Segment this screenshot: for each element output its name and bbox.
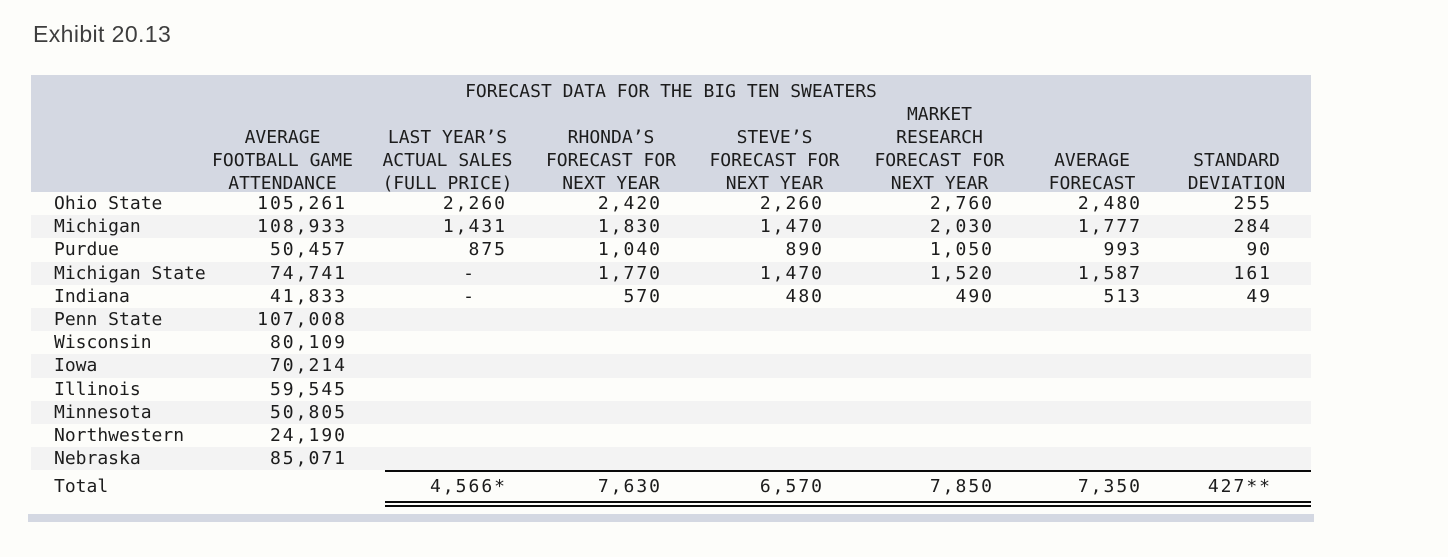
table-row: Michigan 108,933 1,431 1,830 1,470 2,030 1,777… [31, 215, 1311, 239]
value-cell: 1,830 [597, 216, 662, 238]
value-cell: 255 [1233, 193, 1272, 214]
table-body: Ohio State 105,261 2,260 2,420 2,260 2,760 2,4… [31, 192, 1311, 471]
value-cell: 105,261 [257, 193, 347, 214]
table-row: Purdue 50,457 875 1,040 890 1,050 993 90 [31, 238, 1311, 261]
value-cell: 50,805 [269, 401, 347, 423]
value-cell: 1,587 [1077, 262, 1142, 284]
table-title: FORECAST DATA FOR THE BIG TEN SWEATERS [465, 81, 877, 102]
forecast-table: FORECAST DATA FOR THE BIG TEN SWEATERS A… [31, 75, 1311, 508]
value-cell: 490 [955, 285, 994, 307]
value-cell: 513 [1103, 285, 1142, 307]
total-top-rule [385, 470, 1311, 473]
column-header-market-research-forecast: MARKET RESEARCH FORECAST FOR NEXT YEAR [874, 104, 1005, 194]
value-cell: 161 [1233, 262, 1272, 284]
team-name-cell: Northwestern [54, 424, 185, 446]
value-cell: 2,480 [1077, 193, 1142, 214]
value-cell: 59,545 [269, 378, 347, 400]
value-cell: 85,071 [269, 448, 347, 470]
table-row: Northwestern 24,190 [31, 424, 1311, 447]
column-header-attendance: AVERAGE FOOTBALL GAME ATTENDANCE [212, 127, 353, 194]
total-value-cell: 4,566* [429, 476, 507, 498]
exhibit-title: Exhibit 20.13 [33, 21, 172, 47]
table-row: Nebraska 85,071 [31, 447, 1311, 471]
team-name-cell: Iowa [54, 355, 98, 377]
value-cell: 890 [785, 239, 824, 261]
column-header-rhonda-forecast: RHONDA’S FORECAST FOR NEXT YEAR [545, 127, 677, 194]
table-row: Minnesota 50,805 [31, 400, 1311, 424]
total-label: Total [54, 476, 109, 498]
value-cell: 1,770 [597, 262, 662, 284]
total-double-rule [385, 501, 1311, 508]
value-cell: 1,470 [759, 216, 824, 238]
total-value-cell: 7,350 [1077, 476, 1142, 498]
value-cell: 50,457 [269, 239, 347, 261]
column-header-steve-forecast: STEVE’S FORECAST FOR NEXT YEAR [709, 127, 840, 194]
value-cell: 2,420 [597, 193, 662, 214]
table-row: Illinois 59,545 [31, 378, 1311, 401]
team-name-cell: Ohio State [54, 193, 163, 214]
team-name-cell: Michigan State [54, 262, 206, 284]
table-row: Indiana 41,833 - 570 480 490 513 49 [31, 285, 1311, 308]
column-header-average-forecast: AVERAGE FORECAST [1048, 150, 1136, 194]
value-cell: 107,008 [257, 308, 347, 330]
value-cell: 570 [623, 285, 662, 307]
team-name-cell: Michigan [54, 216, 141, 238]
value-cell: 1,520 [929, 262, 994, 284]
team-name-cell: Penn State [54, 308, 163, 330]
team-name-cell: Indiana [54, 285, 130, 307]
value-cell: 2,760 [929, 193, 994, 214]
value-cell: 24,190 [269, 424, 347, 446]
table-row: Penn State 107,008 [31, 307, 1311, 332]
value-cell: 2,260 [759, 193, 824, 214]
value-cell: 41,833 [269, 285, 347, 307]
value-cell: 108,933 [257, 216, 347, 238]
value-cell: 2,030 [929, 216, 994, 238]
value-cell: 1,050 [929, 239, 994, 261]
column-header-team [31, 103, 200, 195]
value-cell: 74,741 [269, 262, 347, 284]
total-value-cell: 6,570 [759, 476, 824, 498]
value-cell: 90 [1246, 239, 1272, 261]
team-name-cell: Nebraska [54, 448, 141, 470]
team-name-cell: Wisconsin [54, 332, 152, 354]
table-header-band: FORECAST DATA FOR THE BIG TEN SWEATERS A… [31, 75, 1311, 195]
team-name-cell: Purdue [54, 239, 120, 261]
value-cell: 875 [468, 239, 507, 261]
bottom-accent-band [28, 514, 1314, 522]
team-name-cell: Illinois [54, 378, 141, 400]
value-cell: 70,214 [269, 355, 347, 377]
value-cell: 284 [1233, 216, 1272, 238]
value-cell: 2,260 [442, 193, 507, 214]
total-value-cell: 427** [1207, 476, 1272, 498]
team-name-cell: Minnesota [54, 401, 152, 423]
table-row: Iowa 70,214 [31, 354, 1311, 378]
table-row: Ohio State 105,261 2,260 2,420 2,260 2,760 2,4… [31, 192, 1311, 215]
total-row: Total 4,566* 7,630 6,570 7,850 7,350 427… [31, 472, 1311, 501]
value-cell: - [463, 262, 474, 284]
table-row: Michigan State 74,741 - 1,770 1,470 1,520 1,58… [31, 261, 1311, 285]
column-headers: AVERAGE FOOTBALL GAME ATTENDANCE LAST YE… [31, 103, 1311, 195]
total-value-cell: 7,850 [929, 476, 994, 498]
column-header-standard-deviation: STANDARD DEVIATION [1187, 150, 1286, 194]
table-row: Wisconsin 80,109 [31, 331, 1311, 354]
value-cell: 480 [785, 285, 824, 307]
value-cell: 80,109 [269, 332, 347, 354]
value-cell: 1,040 [597, 239, 662, 261]
value-cell: 1,777 [1077, 216, 1142, 238]
value-cell: 49 [1246, 285, 1272, 307]
value-cell: 1,431 [442, 216, 507, 238]
value-cell: 993 [1103, 239, 1142, 261]
total-value-cell: 7,630 [597, 476, 662, 498]
value-cell: - [463, 285, 474, 307]
value-cell: 1,470 [759, 262, 824, 284]
column-header-last-year-sales: LAST YEAR’S ACTUAL SALES (FULL PRICE) [382, 127, 513, 194]
